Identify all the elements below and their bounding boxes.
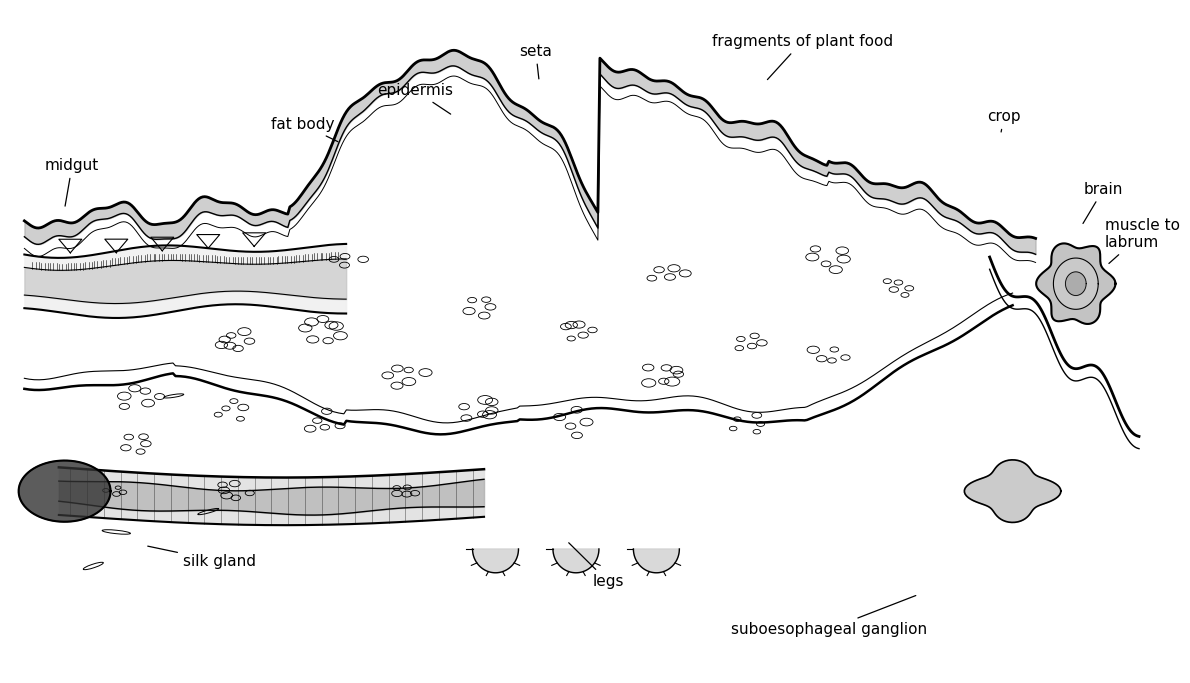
Polygon shape — [964, 460, 1060, 522]
Text: legs: legs — [569, 543, 624, 589]
Polygon shape — [553, 549, 599, 573]
Polygon shape — [19, 460, 111, 522]
Text: fat body: fat body — [270, 117, 338, 141]
Polygon shape — [1036, 243, 1115, 324]
Text: crop: crop — [988, 109, 1021, 132]
Text: suboesophageal ganglion: suboesophageal ganglion — [731, 596, 927, 637]
Polygon shape — [1065, 272, 1086, 296]
Polygon shape — [633, 549, 679, 573]
Text: midgut: midgut — [45, 158, 99, 206]
Text: silk gland: silk gland — [148, 546, 256, 569]
Text: epidermis: epidermis — [377, 83, 453, 114]
Polygon shape — [472, 549, 519, 573]
Text: muscle to
labrum: muscle to labrum — [1104, 218, 1179, 264]
Text: fragments of plant food: fragments of plant food — [712, 34, 892, 80]
Text: brain: brain — [1083, 182, 1123, 223]
Text: seta: seta — [519, 44, 552, 79]
Polygon shape — [1053, 258, 1098, 309]
